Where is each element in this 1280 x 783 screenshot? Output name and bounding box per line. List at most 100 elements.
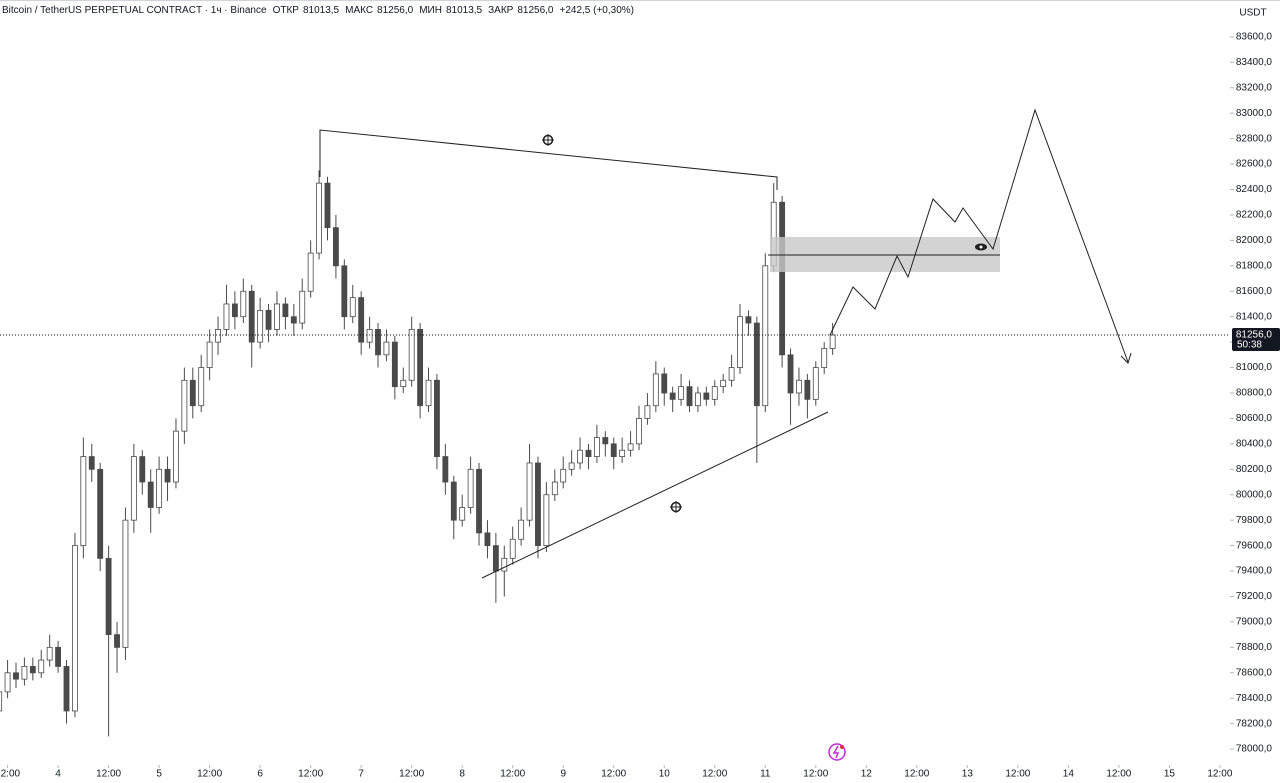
- x-tick-label: 6: [257, 769, 263, 780]
- candle-body: [164, 468, 171, 483]
- y-tick-label: 82000,0: [1236, 235, 1273, 246]
- candle-body: [299, 290, 306, 324]
- candle-body: [240, 290, 247, 318]
- candle-body: [29, 666, 36, 674]
- y-tick-label: 82200,0: [1236, 210, 1273, 221]
- candle-body: [636, 418, 642, 445]
- candle-body: [434, 379, 440, 457]
- resistance-line[interactable]: [319, 129, 778, 190]
- x-tick-label: 12:00: [298, 769, 323, 780]
- y-tick-label: 82600,0: [1236, 159, 1273, 170]
- ohlc-label: ЗАКР: [488, 5, 514, 16]
- candle-body: [627, 443, 634, 451]
- candle-body: [467, 468, 474, 508]
- candle-body: [375, 329, 381, 356]
- candle-body: [518, 519, 525, 540]
- ohlc-label: ОТКР: [272, 5, 299, 16]
- ohlc-label: МИН: [419, 5, 442, 16]
- support-line[interactable]: [481, 411, 829, 579]
- candle-body: [72, 545, 78, 712]
- projection-arrow: [1120, 352, 1132, 364]
- x-tick-label: 13: [962, 769, 974, 780]
- ohlc-value: 81256,0: [517, 5, 554, 16]
- candle-body: [442, 456, 449, 483]
- candle-body: [585, 449, 592, 457]
- x-tick-label: 15: [1164, 769, 1176, 780]
- candle-body: [0, 691, 3, 712]
- candle-body: [46, 646, 53, 661]
- x-tick-label: 4: [55, 769, 61, 780]
- projection-path[interactable]: [829, 108, 1129, 363]
- candle-body: [577, 449, 583, 464]
- x-tick-label: 12:00: [1106, 769, 1131, 780]
- candle-body: [652, 373, 659, 407]
- y-tick-label: 81600,0: [1236, 286, 1273, 297]
- candle-body: [417, 329, 424, 407]
- candle-body: [501, 557, 508, 572]
- x-tick-label: 12:00: [500, 769, 525, 780]
- candle-body: [248, 290, 255, 343]
- candle-body: [543, 494, 550, 547]
- candle-body: [400, 379, 407, 388]
- x-tick-label: 12:00: [601, 769, 626, 780]
- y-tick-label: 79200,0: [1236, 591, 1273, 602]
- candle-body: [198, 367, 205, 407]
- candle-body: [568, 462, 575, 470]
- y-tick-label: 80800,0: [1236, 388, 1273, 399]
- ohlc-value: 81013,5: [302, 5, 340, 16]
- y-tick-label: 81800,0: [1236, 260, 1273, 271]
- candle-body: [391, 341, 398, 388]
- candle-body: [38, 659, 45, 674]
- crosshair-icon[interactable]: [670, 501, 682, 513]
- y-tick-label: 81400,0: [1236, 311, 1273, 322]
- currency[interactable]: USDT: [1239, 8, 1266, 19]
- candle-body: [602, 437, 609, 445]
- candle-body: [114, 634, 120, 648]
- candle-body: [55, 646, 62, 667]
- candle-body: [324, 182, 331, 229]
- x-tick-label: 7: [358, 769, 364, 780]
- candle-body: [257, 309, 264, 343]
- x-tick-label: 11: [760, 769, 771, 780]
- candle-body: [450, 481, 457, 521]
- candle-body: [551, 481, 558, 496]
- y-tick-label: 78000,0: [1236, 744, 1273, 755]
- drawings: [319, 108, 1132, 761]
- candle-body: [737, 316, 743, 368]
- candle-body: [476, 468, 482, 534]
- candle-body: [231, 303, 238, 318]
- symbol-name[interactable]: Bitcoin / TetherUS PERPETUAL CONTRACT · …: [2, 5, 267, 16]
- candle-body: [147, 481, 154, 508]
- candle-body: [215, 329, 221, 343]
- crosshair-icon[interactable]: [542, 134, 554, 146]
- ohlc-value: 81013,5: [445, 5, 483, 16]
- x-tick-label: 12:00: [197, 769, 222, 780]
- candle-body: [332, 227, 339, 267]
- y-tick-label: 81000,0: [1236, 362, 1273, 373]
- candle-body: [593, 437, 600, 457]
- ohlc-label: МАКС: [345, 5, 374, 16]
- candle-body: [711, 386, 718, 400]
- y-tick-label: 80400,0: [1236, 439, 1273, 450]
- eye-icon[interactable]: [975, 243, 987, 251]
- y-tick-label: 78800,0: [1236, 642, 1273, 653]
- y-tick-label: 78200,0: [1236, 718, 1273, 729]
- candle-body: [4, 672, 11, 693]
- candle-body: [619, 449, 626, 457]
- alert-icon[interactable]: [828, 743, 846, 761]
- x-tick-label: 12:00: [0, 769, 21, 780]
- y-tick-label: 83000,0: [1236, 108, 1273, 119]
- y-tick-label: 79000,0: [1236, 617, 1273, 628]
- candle-body: [282, 303, 289, 318]
- x-tick-label: 12:00: [702, 769, 727, 780]
- candle-body: [829, 334, 836, 349]
- candle-body: [358, 297, 365, 343]
- candle-body: [383, 341, 390, 356]
- candle-body: [307, 252, 314, 292]
- candle-body: [509, 538, 516, 559]
- candle-body: [13, 672, 19, 680]
- candle-body: [703, 392, 710, 400]
- candle-body: [796, 379, 802, 394]
- candle-body: [728, 367, 735, 381]
